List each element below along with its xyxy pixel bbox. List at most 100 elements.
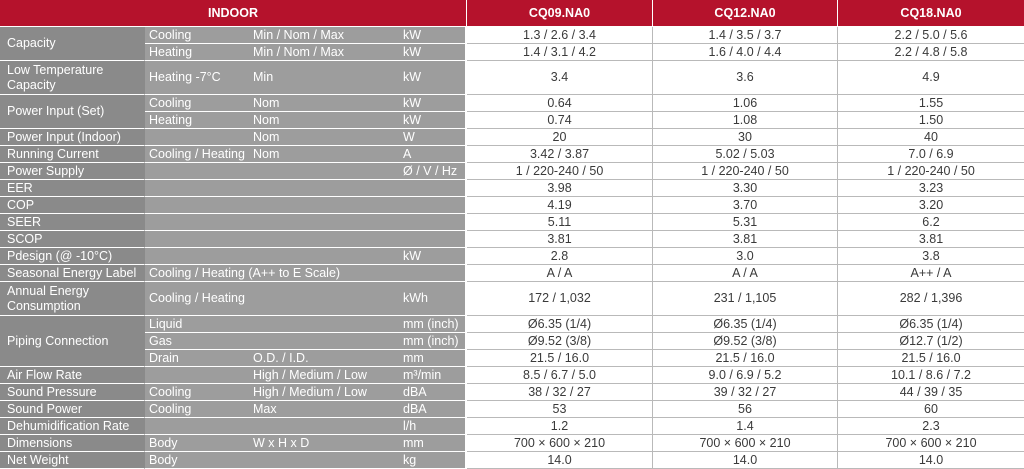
value-cq12: 1.4 / 3.5 / 3.7 (653, 27, 838, 44)
row-unit: mm (inch) (399, 333, 467, 350)
row-label: Dehumidification Rate (0, 418, 145, 435)
row-label: SEER (0, 214, 145, 231)
row-label: Power Input (Set) (0, 95, 145, 129)
value-cq09: 3.4 (467, 61, 653, 95)
row-label: Dimensions (0, 435, 145, 452)
row-mode: Body (145, 452, 249, 469)
value-cq09: 4.19 (467, 197, 653, 214)
value-cq12: 39 / 32 / 27 (653, 384, 838, 401)
row-mode: Heating (145, 44, 249, 61)
row-unit: l/h (399, 418, 467, 435)
value-cq09: 3.98 (467, 180, 653, 197)
value-cq09: 3.81 (467, 231, 653, 248)
value-cq18: 3.81 (838, 231, 1024, 248)
row-condition: Nom (249, 112, 399, 129)
value-cq12: 1.6 / 4.0 / 4.4 (653, 44, 838, 61)
row-condition (249, 333, 399, 350)
value-cq18: 3.23 (838, 180, 1024, 197)
row-label: Sound Pressure (0, 384, 145, 401)
row-unit: kWh (399, 282, 467, 316)
value-cq18: Ø12.7 (1/2) (838, 333, 1024, 350)
table-row: Net Weight Body kg 14.0 14.0 14.0 (0, 452, 1024, 469)
row-unit: A (399, 146, 467, 163)
row-condition: Min / Nom / Max (249, 44, 399, 61)
value-cq12: 3.70 (653, 197, 838, 214)
row-condition (249, 197, 399, 214)
table-row: Annual Energy Consumption Cooling / Heat… (0, 282, 1024, 316)
row-unit (399, 197, 467, 214)
row-mode: Cooling (145, 384, 249, 401)
model-header-cq18: CQ18.NA0 (838, 0, 1024, 27)
row-unit: mm (399, 350, 467, 367)
row-label: Annual Energy Consumption (0, 282, 145, 316)
row-unit (399, 180, 467, 197)
row-unit: kW (399, 112, 467, 129)
row-label: Piping Connection (0, 316, 145, 367)
value-cq12: 30 (653, 129, 838, 146)
value-cq18: 1.50 (838, 112, 1024, 129)
table-row: Drain O.D. / I.D. mm 21.5 / 16.0 21.5 / … (0, 350, 1024, 367)
value-cq09: 172 / 1,032 (467, 282, 653, 316)
row-mode (145, 367, 249, 384)
value-cq09: 3.42 / 3.87 (467, 146, 653, 163)
row-condition: Min (249, 61, 399, 95)
value-cq09: 0.64 (467, 95, 653, 112)
row-label: Pdesign (@ -10°C) (0, 248, 145, 265)
row-mode: Gas (145, 333, 249, 350)
table-row: Power Supply Ø / V / Hz 1 / 220-240 / 50… (0, 163, 1024, 180)
row-mode: Heating (145, 112, 249, 129)
row-mode: Heating -7°C (145, 61, 249, 95)
value-cq18: 44 / 39 / 35 (838, 384, 1024, 401)
value-cq18: 3.8 (838, 248, 1024, 265)
row-label: Low Temperature Capacity (0, 61, 145, 95)
value-cq12: 1.08 (653, 112, 838, 129)
row-label: EER (0, 180, 145, 197)
value-cq18: 282 / 1,396 (838, 282, 1024, 316)
value-cq09: Ø9.52 (3/8) (467, 333, 653, 350)
row-condition (249, 316, 399, 333)
row-unit: kW (399, 44, 467, 61)
value-cq18: 3.20 (838, 197, 1024, 214)
value-cq12: 21.5 / 16.0 (653, 350, 838, 367)
row-condition (249, 452, 399, 469)
row-label: Capacity (0, 27, 145, 61)
indoor-header: INDOOR (0, 0, 467, 27)
value-cq12: 1.4 (653, 418, 838, 435)
row-label: SCOP (0, 231, 145, 248)
row-label: COP (0, 197, 145, 214)
model-header-cq09: CQ09.NA0 (467, 0, 653, 27)
table-row: Heating Min / Nom / Max kW 1.4 / 3.1 / 4… (0, 44, 1024, 61)
row-label: Seasonal Energy Label (0, 265, 145, 282)
row-condition: O.D. / I.D. (249, 350, 399, 367)
row-label: Air Flow Rate (0, 367, 145, 384)
value-cq09: 700 × 600 × 210 (467, 435, 653, 452)
model-header-cq12: CQ12.NA0 (653, 0, 838, 27)
row-label: Power Supply (0, 163, 145, 180)
value-cq09: 53 (467, 401, 653, 418)
table-row: SCOP 3.81 3.81 3.81 (0, 231, 1024, 248)
row-mode (145, 231, 249, 248)
value-cq18: 2.3 (838, 418, 1024, 435)
value-cq12: 1.06 (653, 95, 838, 112)
row-mode: Cooling / Heating (145, 146, 249, 163)
table-row: Sound Pressure Cooling High / Medium / L… (0, 384, 1024, 401)
row-mode (145, 418, 249, 435)
row-condition: Max (249, 401, 399, 418)
value-cq09: A / A (467, 265, 653, 282)
row-condition: Min / Nom / Max (249, 27, 399, 44)
value-cq12: 5.02 / 5.03 (653, 146, 838, 163)
table-row: Low Temperature Capacity Heating -7°C Mi… (0, 61, 1024, 95)
value-cq18: 7.0 / 6.9 (838, 146, 1024, 163)
row-unit: W (399, 129, 467, 146)
value-cq18: 1.55 (838, 95, 1024, 112)
row-mode: Drain (145, 350, 249, 367)
value-cq09: Ø6.35 (1/4) (467, 316, 653, 333)
value-cq09: 8.5 / 6.7 / 5.0 (467, 367, 653, 384)
value-cq12: 3.6 (653, 61, 838, 95)
value-cq18: 1 / 220-240 / 50 (838, 163, 1024, 180)
row-condition (249, 418, 399, 435)
value-cq12: 1 / 220-240 / 50 (653, 163, 838, 180)
value-cq09: 5.11 (467, 214, 653, 231)
table-row: EER 3.98 3.30 3.23 (0, 180, 1024, 197)
